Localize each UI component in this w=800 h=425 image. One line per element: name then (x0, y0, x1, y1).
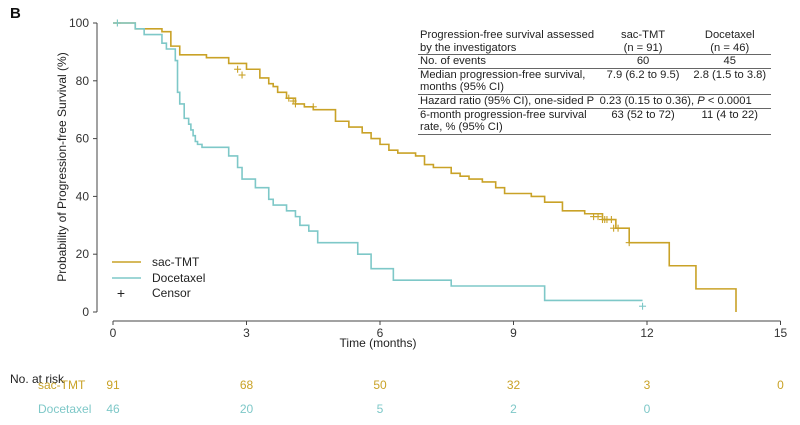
x-tick-label: 9 (510, 326, 517, 340)
stats-row-6month: 6-month progression-free survival rate, … (418, 108, 771, 135)
stats-events-label: No. of events (420, 55, 486, 68)
y-tick-label: 20 (76, 247, 90, 261)
legend-label-sac-tmt: sac-TMT (152, 255, 200, 269)
stats-6m-sac-tmt: 63 (52 to 72) (611, 108, 675, 121)
y-axis-title: Probability of Progression-free Survival… (55, 52, 69, 281)
x-tick-label: 12 (640, 326, 654, 340)
stats-header-sac-tmt: sac-TMT (n = 91) (598, 29, 689, 55)
stats-header-docetaxel: Docetaxel (n = 46) (688, 29, 771, 55)
legend-label-docetaxel: Docetaxel (152, 271, 205, 285)
risk-count-sac-tmt: 68 (240, 378, 254, 392)
legend-label-censor: Censor (152, 286, 191, 300)
y-tick-label: 100 (69, 16, 89, 30)
stats-events-sac-tmt: 60 (636, 55, 650, 68)
stats-row-median: Median progression-free survival, months… (418, 68, 771, 94)
censor-mark-sac-tmt (291, 100, 299, 108)
stats-hr-label: Hazard ratio (95% CI), one-sided P (420, 94, 595, 107)
risk-count-docetaxel: 0 (644, 402, 651, 416)
stats-header-col1-line1: sac-TMT (620, 29, 666, 41)
stats-header-row: Progression-free survival assessed by th… (418, 29, 771, 55)
y-tick-label: 0 (82, 305, 89, 319)
stats-header-col1-line2: (n = 91) (623, 41, 663, 54)
stats-median-sac-tmt: 7.9 (6.2 to 9.5) (606, 68, 680, 81)
risk-count-sac-tmt: 32 (507, 378, 521, 392)
stats-header-col2-line1: Docetaxel (704, 29, 755, 41)
y-tick-label: 80 (76, 74, 90, 88)
stats-6m-label-line1: 6-month progression-free survival (420, 108, 587, 121)
risk-count-docetaxel: 46 (106, 402, 120, 416)
stats-table: Progression-free survival assessed by th… (418, 29, 771, 135)
risk-row-label-docetaxel: Docetaxel (38, 402, 91, 416)
stats-6m-label: 6-month progression-free survival rate, … (418, 108, 598, 134)
stats-median-docetaxel: 2.8 (1.5 to 3.8) (693, 68, 767, 81)
risk-count-sac-tmt: 50 (373, 378, 387, 392)
legend: sac-TMT Docetaxel + Censor (112, 255, 205, 301)
axes: 0 20 40 60 80 100 0 3 6 9 12 15 (69, 16, 788, 340)
x-tick-label: 15 (774, 326, 788, 340)
x-tick-label: 0 (110, 326, 117, 340)
y-tick-label: 40 (76, 189, 90, 203)
censor-mark-sac-tmt (625, 239, 633, 247)
curve-docetaxel (113, 22, 643, 302)
risk-row-label-sac-tmt: sac-TMT (38, 378, 86, 392)
survival-curves (113, 22, 737, 312)
censor-mark-sac-tmt (607, 216, 615, 224)
stats-header-col2-line2: (n = 46) (710, 41, 750, 54)
censor-mark-sac-tmt (238, 71, 246, 79)
censor-marks (113, 19, 647, 310)
curve-sac-tmt (113, 22, 737, 312)
stats-median-label-line1: Median progression-free survival, (420, 68, 586, 81)
stats-median-label-line2: months (95% CI) (420, 81, 504, 94)
censor-mark-sac-tmt (234, 65, 242, 73)
stats-6m-label-line2: rate, % (95% CI) (420, 121, 503, 134)
censor-mark-sac-tmt (594, 213, 602, 221)
risk-count-docetaxel: 2 (510, 402, 517, 416)
censor-mark-sac-tmt (614, 224, 622, 232)
stats-median-label: Median progression-free survival, months… (418, 68, 598, 94)
stats-hr-value-suffix: < 0.0001 (704, 94, 752, 107)
stats-hr-value-prefix: 0.23 (0.15 to 0.36), (599, 94, 698, 107)
censor-mark-docetaxel (113, 19, 121, 27)
risk-table-title: No. at risk (10, 372, 65, 386)
risk-count-sac-tmt: 91 (106, 378, 120, 392)
stats-row-hazard-ratio: Hazard ratio (95% CI), one-sided P 0.23 … (418, 94, 771, 108)
risk-table: No. at risk sac-TMT Docetaxel 91 68 50 32 3 0… (10, 372, 784, 416)
risk-count-docetaxel: 5 (377, 402, 384, 416)
risk-count-sac-tmt: 3 (644, 378, 651, 392)
risk-counts: 91 68 50 32 3 046 20 5 2 0 (106, 378, 784, 416)
x-tick-label: 6 (377, 326, 384, 340)
stats-header-label-line1: Progression-free survival assessed (420, 29, 595, 41)
stats-events-docetaxel: 45 (723, 55, 736, 68)
censor-mark-docetaxel (639, 302, 647, 310)
legend-censor-symbol: + (117, 285, 125, 301)
stats-header-label: Progression-free survival assessed by th… (418, 29, 598, 55)
censor-mark-sac-tmt (285, 94, 293, 102)
stats-row-events: No. of events 60 45 (418, 54, 771, 69)
risk-count-sac-tmt: 0 (777, 378, 784, 392)
risk-count-docetaxel: 20 (240, 402, 254, 416)
stats-6m-docetaxel: 11 (4 to 22) (701, 108, 758, 121)
stats-hr-value: 0.23 (0.15 to 0.36), P < 0.0001 (598, 94, 771, 108)
x-axis-title: Time (months) (340, 336, 417, 350)
panel-label: B (10, 5, 21, 22)
censor-mark-sac-tmt (309, 103, 317, 111)
stats-header-label-line2: by the investigators (420, 41, 517, 54)
x-tick-label: 3 (243, 326, 250, 340)
stats-hr-p-symbol: P (697, 94, 705, 107)
y-tick-label: 60 (76, 132, 90, 146)
